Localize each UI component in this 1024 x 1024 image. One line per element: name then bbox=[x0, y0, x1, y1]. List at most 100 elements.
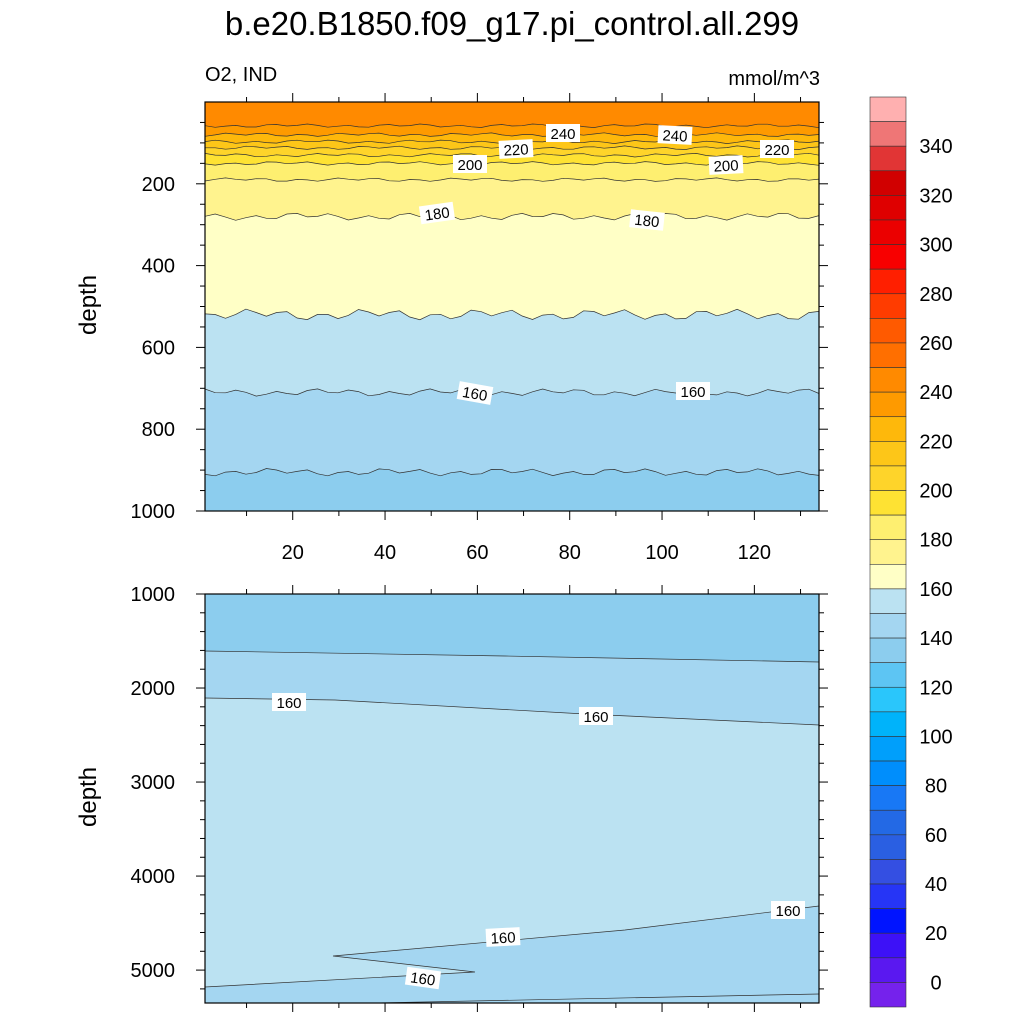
colorbar-tick-label: 60 bbox=[925, 825, 947, 847]
lower-contour-label-group: 160 bbox=[485, 927, 521, 948]
colorbar-swatch bbox=[869, 441, 907, 467]
upper-contour-label: 180 bbox=[634, 212, 661, 232]
colorbar-swatch bbox=[869, 170, 907, 196]
colorbar: 0 20 40 60 80 100 120 140 160 180 200 220 240 260 280 3… bbox=[869, 96, 953, 1008]
colorbar-tick-label: 160 bbox=[919, 579, 952, 601]
upper-contour-label: 220 bbox=[503, 141, 529, 159]
upper-ytick-label: 200 bbox=[142, 174, 175, 196]
colorbar-swatch bbox=[869, 416, 907, 442]
upper-contour-label: 240 bbox=[662, 127, 688, 145]
lower-contour-line bbox=[204, 905, 820, 988]
lower-contour-label-bg bbox=[485, 927, 521, 947]
colorbar-swatch bbox=[869, 96, 907, 122]
lower-ytick-label: 1000 bbox=[131, 584, 176, 606]
upper-contour-label-bg bbox=[760, 140, 794, 158]
colorbar-swatch bbox=[869, 563, 907, 590]
upper-contour-line bbox=[204, 388, 820, 397]
colorbar-tick-label: 40 bbox=[925, 874, 947, 896]
upper-contour-label: 180 bbox=[424, 204, 451, 224]
colorbar-swatch bbox=[869, 711, 907, 737]
colorbar-tick-label: 180 bbox=[919, 530, 952, 552]
colorbar-swatch bbox=[869, 367, 907, 393]
colorbar-swatch bbox=[869, 859, 907, 885]
upper-ytick-label: 800 bbox=[142, 419, 175, 441]
colorbar-tick-label: 80 bbox=[925, 776, 947, 798]
upper-contour-label-group: 220 bbox=[760, 140, 794, 159]
upper-xtick-label: 100 bbox=[645, 542, 678, 564]
lower-ytick-label: 2000 bbox=[131, 678, 176, 700]
upper-contour-label: 160 bbox=[680, 384, 705, 401]
upper-contour-line bbox=[204, 177, 820, 182]
colorbar-swatch bbox=[869, 809, 907, 836]
colorbar-swatch bbox=[869, 932, 907, 959]
colorbar-tick-label: 240 bbox=[919, 382, 952, 404]
upper-ytick-label: 600 bbox=[142, 337, 175, 359]
colorbar-tick-label: 120 bbox=[919, 677, 952, 699]
upper-contour-label: 200 bbox=[713, 157, 739, 175]
upper-xtick-label: 20 bbox=[282, 542, 304, 564]
colorbar-swatch bbox=[869, 539, 907, 565]
colorbar-swatch bbox=[869, 121, 907, 147]
colorbar-swatch bbox=[869, 957, 907, 983]
lower-contour-label: 160 bbox=[276, 695, 301, 712]
upper-contour-line bbox=[204, 123, 820, 129]
colorbar-tick-label: 300 bbox=[919, 235, 952, 257]
upper-contour-line bbox=[204, 308, 820, 321]
upper-contour-label-bg bbox=[498, 139, 534, 159]
upper-contour-panel: 240 240 220 220 200 200 180 180 160 160 200 400 600 8… bbox=[131, 93, 828, 564]
colorbar-swatch bbox=[869, 465, 907, 491]
lower-ytick-label: 3000 bbox=[131, 772, 176, 794]
upper-ytick-label: 400 bbox=[142, 256, 175, 278]
lower-contour-line bbox=[204, 650, 820, 663]
colorbar-tick-label: 280 bbox=[919, 284, 952, 306]
upper-contour-label-bg bbox=[456, 381, 494, 405]
lower-contour-label-bg bbox=[272, 693, 306, 711]
lower-light-region bbox=[205, 698, 819, 987]
lower-contour-line bbox=[374, 993, 820, 1004]
upper-contour-label-group: 200 bbox=[453, 155, 487, 174]
lower-contour-label-group: 160 bbox=[579, 707, 613, 726]
upper-contour-label-bg bbox=[453, 155, 487, 173]
units-label: mmol/m^3 bbox=[728, 68, 820, 90]
colorbar-swatch bbox=[869, 908, 907, 934]
upper-xtick-label: 60 bbox=[466, 542, 488, 564]
colorbar-swatch bbox=[869, 760, 907, 786]
colorbar-swatch bbox=[869, 490, 907, 516]
upper-contour-label: 200 bbox=[457, 157, 482, 174]
lower-contour-label: 160 bbox=[583, 709, 608, 726]
upper-contour-line bbox=[204, 213, 820, 221]
colorbar-swatch bbox=[869, 195, 907, 221]
upper-contour-label-bg bbox=[546, 124, 580, 142]
upper-xtick-label: 80 bbox=[559, 542, 581, 564]
colorbar-swatch bbox=[869, 244, 907, 270]
lower-frame bbox=[204, 593, 820, 1004]
upper-contour-line bbox=[204, 132, 820, 137]
upper-contour-label-bg bbox=[629, 209, 665, 231]
upper-xtick-label: 120 bbox=[738, 542, 771, 564]
colorbar-tick-label: 20 bbox=[925, 923, 947, 945]
lower-contour-label-group: 160 bbox=[404, 966, 442, 990]
upper-contour-label-bg bbox=[418, 201, 456, 225]
colorbar-tick-label: 0 bbox=[930, 972, 941, 994]
upper-contour-label-group: 220 bbox=[498, 139, 534, 160]
colorbar-swatch bbox=[869, 834, 907, 860]
upper-ylabel: depth bbox=[75, 274, 102, 335]
lower-contour-label-bg bbox=[579, 707, 613, 725]
lower-contour-label-group: 160 bbox=[771, 901, 805, 920]
upper-contour-label-group: 200 bbox=[708, 155, 744, 176]
colorbar-swatch bbox=[869, 219, 907, 245]
upper-contour-label-group: 240 bbox=[546, 124, 580, 143]
upper-contour-label-group: 160 bbox=[456, 381, 494, 405]
colorbar-tick-label: 140 bbox=[919, 628, 952, 650]
colorbar-swatch bbox=[869, 982, 907, 1008]
chart-title: b.e20.B1850.f09_g17.pi_control.all.299 bbox=[224, 5, 800, 42]
colorbar-swatch bbox=[869, 342, 907, 368]
lower-contour-label: 160 bbox=[490, 929, 516, 947]
upper-contour-label-group: 180 bbox=[418, 201, 456, 225]
upper-xtick-label: 40 bbox=[374, 542, 396, 564]
colorbar-tick-label: 200 bbox=[919, 481, 952, 503]
lower-contour-line bbox=[204, 697, 820, 726]
upper-contour-label: 160 bbox=[461, 384, 489, 405]
colorbar-swatch bbox=[869, 637, 907, 663]
lower-contour-panel: 160 160 160 160 160 1000 2000 3000 4000 5000 bbox=[131, 584, 828, 1012]
